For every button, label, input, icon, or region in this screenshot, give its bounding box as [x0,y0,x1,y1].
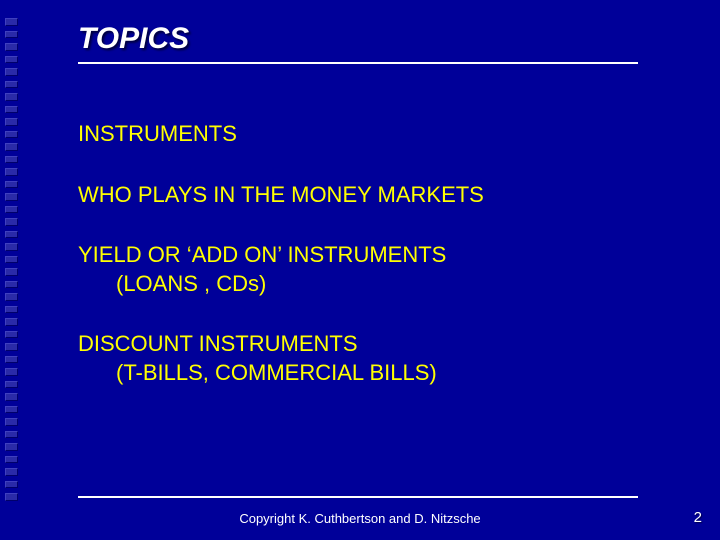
decor-block [5,393,18,401]
topic-line: YIELD OR ‘ADD ON’ INSTRUMENTS [78,241,638,270]
decor-block [5,93,18,101]
decor-block [5,106,18,114]
topic-line: DISCOUNT INSTRUMENTS [78,330,638,359]
decor-block [5,456,18,464]
title-underline [78,62,638,64]
decor-block [5,156,18,164]
decor-block [5,256,18,264]
decor-block [5,18,18,26]
decor-block [5,331,18,339]
decor-block [5,31,18,39]
slide-body: INSTRUMENTS WHO PLAYS IN THE MONEY MARKET… [78,120,638,420]
decor-block [5,306,18,314]
decor-block [5,368,18,376]
decor-block [5,406,18,414]
decor-block [5,281,18,289]
decor-block [5,218,18,226]
decor-block [5,193,18,201]
decor-block [5,493,18,501]
decor-block [5,118,18,126]
decor-block [5,43,18,51]
decor-block [5,468,18,476]
decor-block [5,343,18,351]
left-decor-strip [0,18,22,507]
decor-block [5,356,18,364]
decor-block [5,318,18,326]
topic-line: WHO PLAYS IN THE MONEY MARKETS [78,181,638,210]
decor-block [5,181,18,189]
decor-block [5,56,18,64]
decor-block [5,68,18,76]
decor-block [5,206,18,214]
decor-block [5,231,18,239]
decor-block [5,431,18,439]
topic-item: DISCOUNT INSTRUMENTS(T-BILLS, COMMERCIAL… [78,330,638,387]
topic-line: INSTRUMENTS [78,120,638,149]
topic-item: WHO PLAYS IN THE MONEY MARKETS [78,181,638,210]
bottom-rule [78,496,638,498]
decor-block [5,131,18,139]
copyright-footer: Copyright K. Cuthbertson and D. Nitzsche [0,511,720,526]
decor-block [5,243,18,251]
page-number: 2 [694,509,702,526]
topic-item: INSTRUMENTS [78,120,638,149]
decor-block [5,81,18,89]
topic-item: YIELD OR ‘ADD ON’ INSTRUMENTS(LOANS , CD… [78,241,638,298]
decor-block [5,168,18,176]
decor-block [5,418,18,426]
decor-block [5,381,18,389]
topic-subline: (LOANS , CDs) [78,270,638,299]
decor-block [5,443,18,451]
topic-subline: (T-BILLS, COMMERCIAL BILLS) [78,359,638,388]
decor-block [5,481,18,489]
decor-block [5,268,18,276]
decor-block [5,293,18,301]
decor-block [5,143,18,151]
slide-title: TOPICS [78,22,189,56]
